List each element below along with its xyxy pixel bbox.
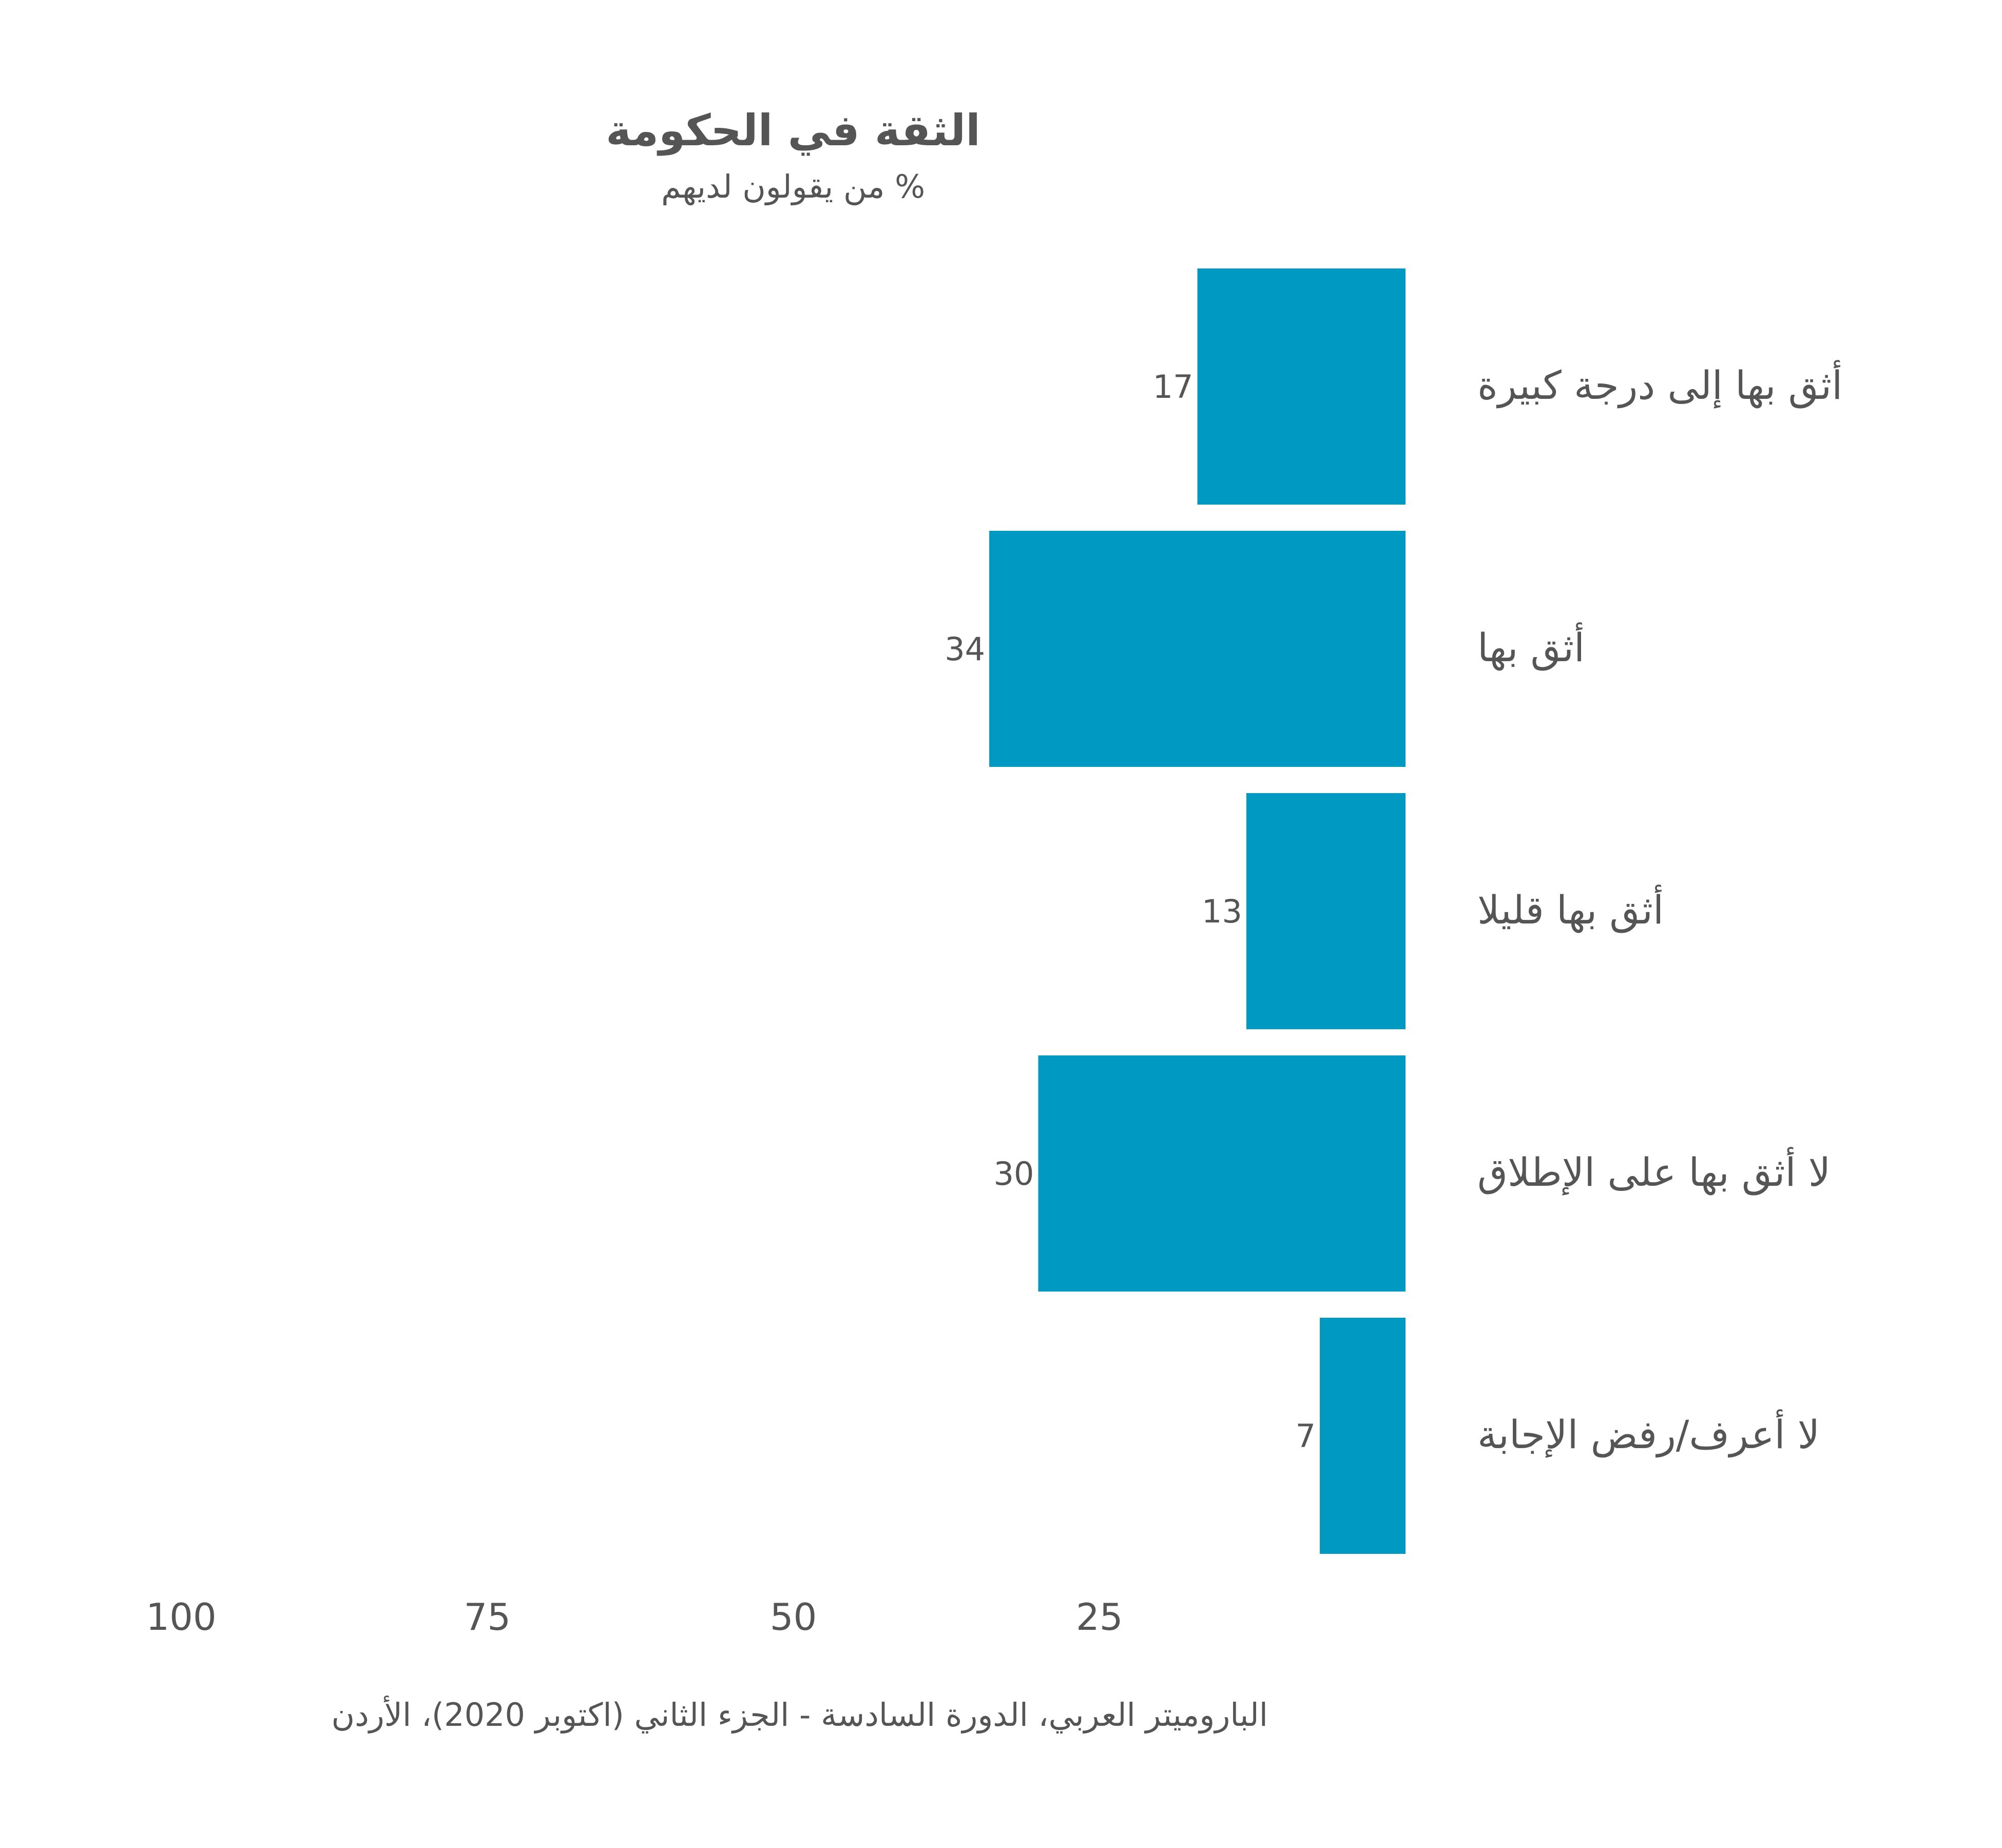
bar-4 <box>1038 1055 1406 1292</box>
chart-title: الثقة في الحكومة <box>606 105 980 156</box>
category-label: لا أعرف/رفض الإجابة <box>1477 1409 1820 1458</box>
x-tick-label: 100 <box>146 1595 216 1639</box>
bar-3 <box>1246 793 1406 1029</box>
chart-subtitle: % من يقولون لديهم <box>661 168 925 206</box>
x-axis-ticks: 100 75 50 25 <box>146 1595 1123 1639</box>
bars-group <box>989 268 1406 1554</box>
bar-5 <box>1320 1318 1406 1554</box>
x-tick-label: 75 <box>464 1595 511 1639</box>
bar-value-label: 13 <box>1202 893 1242 930</box>
category-label: أثق بها إلى درجة كبيرة <box>1477 360 1842 409</box>
value-labels-group: 17 34 13 30 7 <box>945 368 1316 1455</box>
bar-value-label: 34 <box>945 630 985 668</box>
category-labels-group: أثق بها إلى درجة كبيرة أثق بها أثق بها قلي… <box>1477 360 1842 1458</box>
category-label: أثق بها <box>1477 622 1585 671</box>
bar-value-label: 30 <box>994 1155 1034 1192</box>
bar-1 <box>1197 268 1406 505</box>
category-label: أثق بها قليلا <box>1477 884 1664 933</box>
category-label: لا أثق بها على الإطلاق <box>1477 1147 1831 1196</box>
bar-2 <box>989 531 1406 767</box>
x-tick-label: 50 <box>770 1595 817 1639</box>
source-note: الباروميتر العربي، الدورة السادسة - الجز… <box>332 1695 1268 1734</box>
bar-value-label: 7 <box>1296 1417 1316 1455</box>
x-tick-label: 25 <box>1076 1595 1123 1639</box>
bar-value-label: 17 <box>1153 368 1194 406</box>
